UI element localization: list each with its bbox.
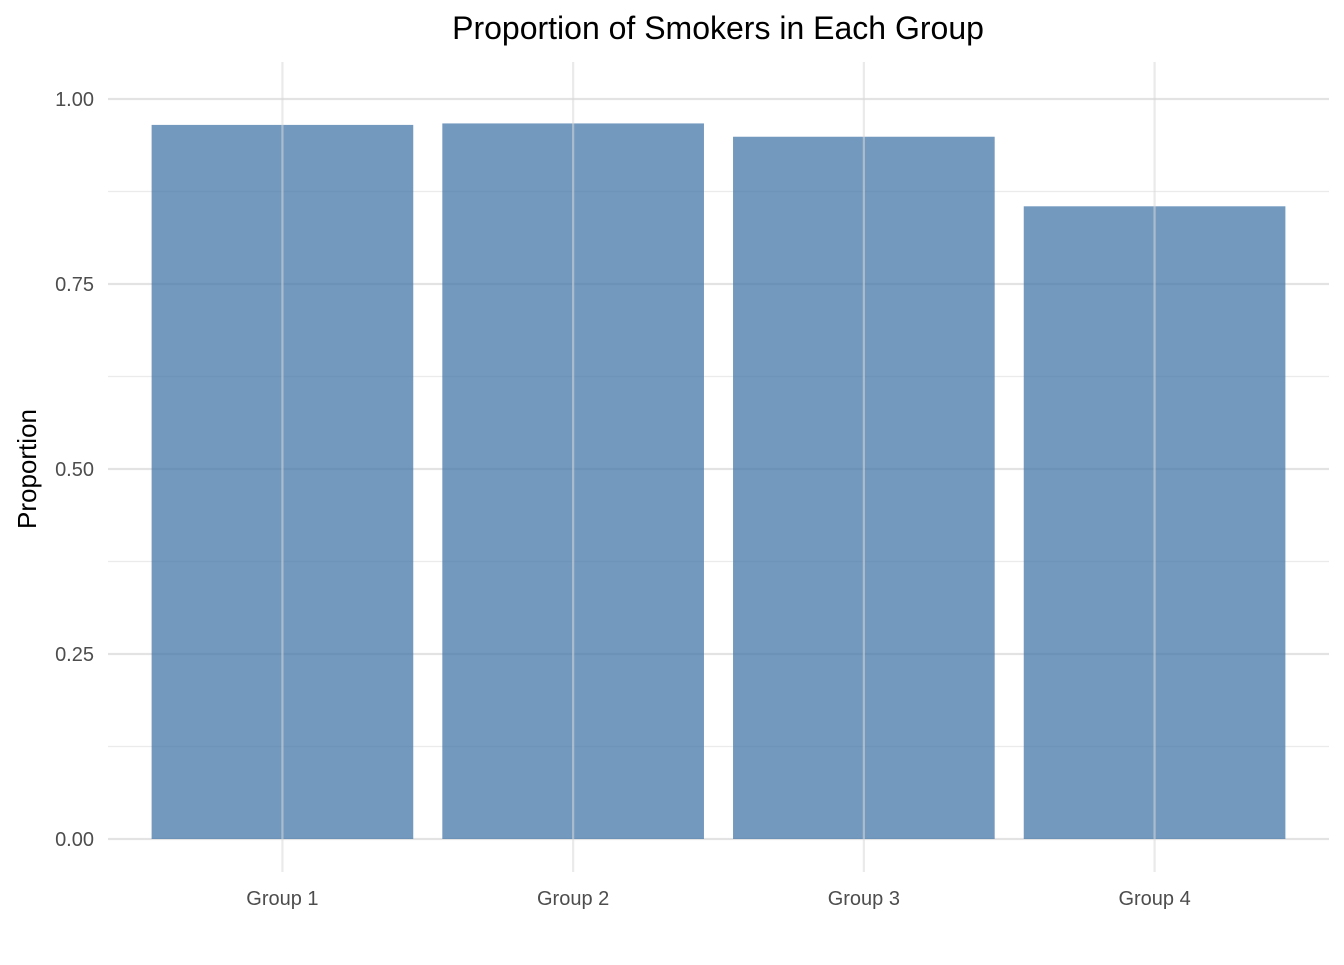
- chart-title: Proportion of Smokers in Each Group: [452, 10, 984, 46]
- y-axis-ticks: 0.00 0.25 0.50 0.75 1.00: [55, 89, 94, 851]
- y-tick-label: 1.00: [55, 89, 94, 111]
- x-tick-label: Group 1: [246, 888, 318, 910]
- vertical-grid-lines: [281, 62, 1156, 872]
- y-tick-label: 0.25: [55, 644, 94, 666]
- x-axis-ticks: Group 1 Group 2 Group 3 Group 4: [246, 888, 1190, 910]
- bars: [151, 123, 1286, 840]
- x-tick-label: Group 4: [1118, 888, 1190, 910]
- x-tick-label: Group 3: [828, 888, 900, 910]
- y-tick-label: 0.00: [55, 829, 94, 851]
- x-tick-label: Group 2: [537, 888, 609, 910]
- y-tick-label: 0.50: [55, 459, 94, 481]
- y-axis-label: Proportion: [12, 409, 42, 529]
- y-tick-label: 0.75: [55, 274, 94, 296]
